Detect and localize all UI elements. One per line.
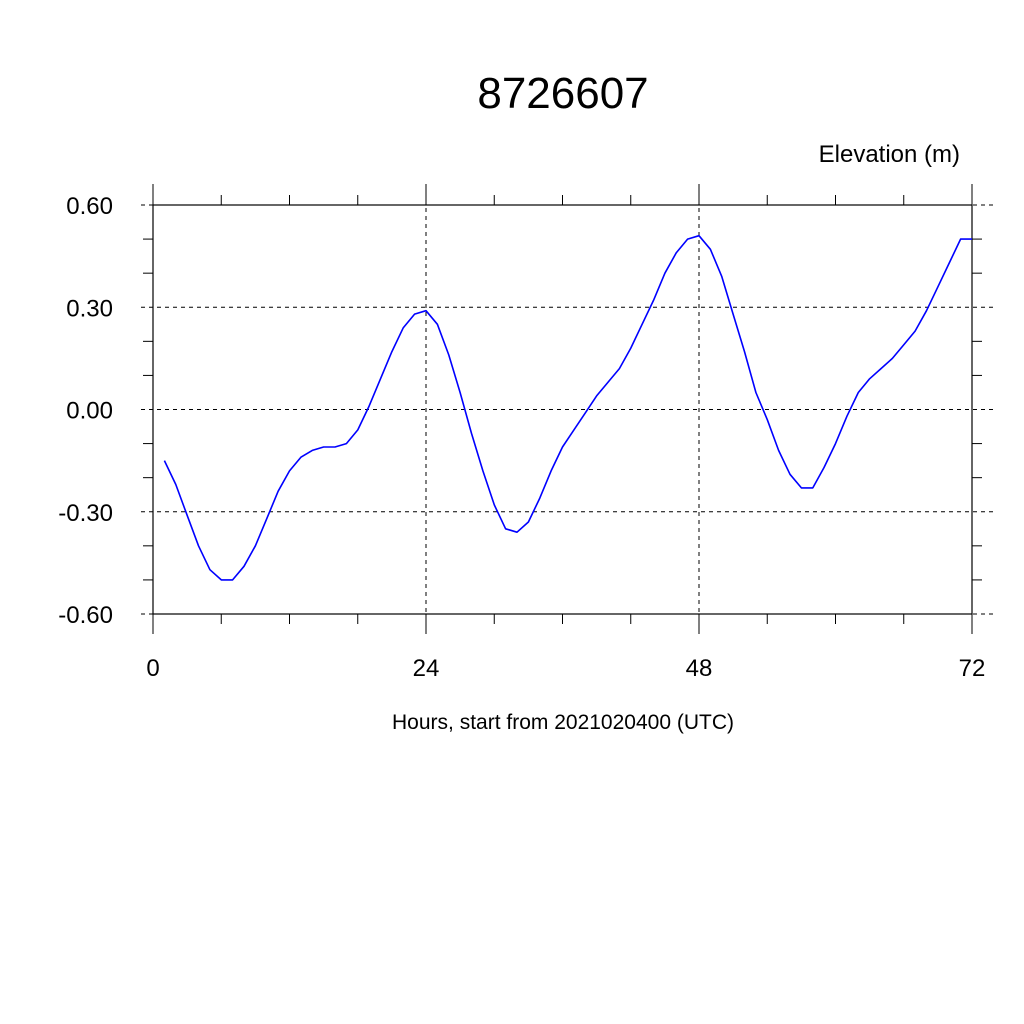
x-tick-label: 72: [959, 655, 986, 682]
grid-lines: [141, 184, 994, 634]
y-tick-label: 0.30: [66, 295, 113, 322]
series-layer: [163, 234, 972, 581]
chart-title: 8726607: [477, 69, 648, 118]
y-tick-label: 0.60: [66, 193, 113, 220]
plot-frame: [152, 204, 973, 615]
x-tick-label: 0: [146, 655, 159, 682]
y-tick-label: -0.30: [58, 500, 113, 527]
y-axis-label: Elevation (m): [819, 141, 960, 168]
x-tick-label: 48: [686, 655, 713, 682]
axis-ticks: [143, 184, 982, 634]
tick-labels: 0.60 0.30 0.00 -0.30 -0.60 0 24 48 72: [58, 193, 985, 682]
series-line-1: [163, 234, 972, 581]
y-tick-label: 0.00: [66, 398, 113, 425]
x-axis-label: Hours, start from 2021020400 (UTC): [392, 711, 734, 734]
y-tick-label: -0.60: [58, 602, 113, 629]
x-tick-label: 24: [413, 655, 440, 682]
